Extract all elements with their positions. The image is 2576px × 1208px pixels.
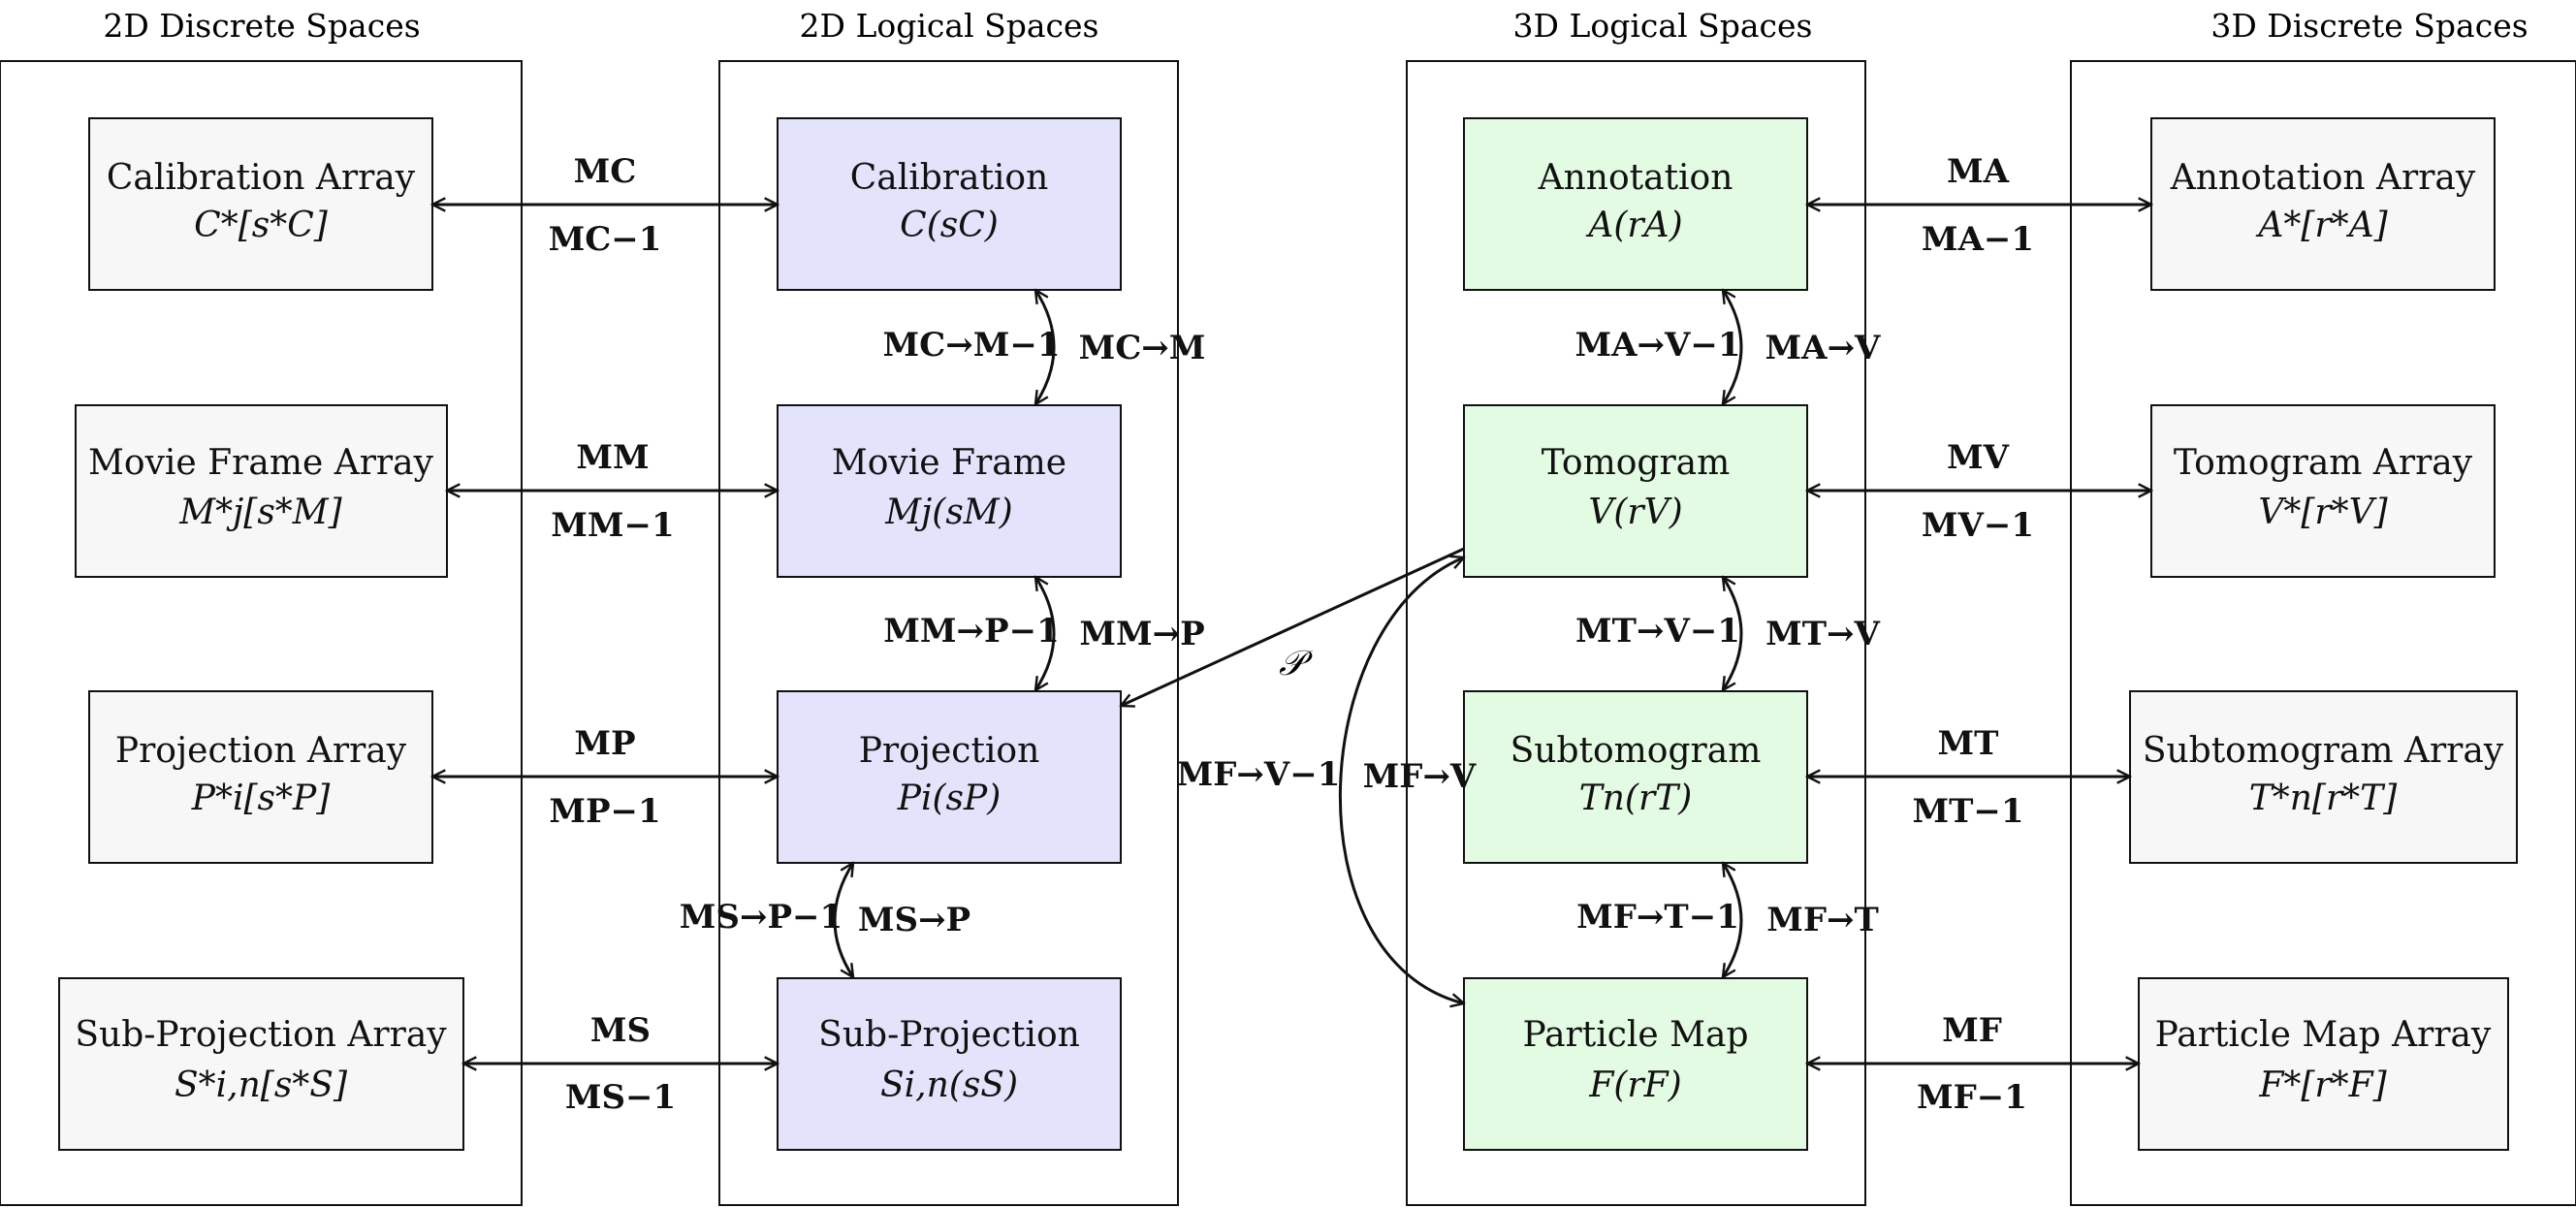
tomogram-math: V(rV) [1588, 493, 1682, 532]
label-mft-inv: MF→T−1 [1576, 898, 1739, 937]
column-frame-2d-logical [718, 60, 1179, 1206]
label-ms-inv: MS−1 [565, 1078, 676, 1117]
projection-array-box [88, 690, 433, 864]
subtomogram-array-name: Subtomogram Array [2143, 731, 2504, 771]
subtomogram-name: Subtomogram [1511, 731, 1762, 771]
movie-frame-math: Mj(sM) [884, 493, 1012, 532]
label-mv: MV [1947, 438, 2010, 477]
column-frame-3d-discrete [2070, 60, 2576, 1206]
label-mtv: MT→V [1765, 615, 1880, 653]
arrow-subtomogram-particle [1723, 863, 1743, 977]
label-mft: MF→T [1766, 901, 1879, 939]
movie-frame-box [777, 404, 1122, 578]
label-mmp-inv: MM→P−1 [883, 612, 1059, 651]
column-title-2d-discrete: 2D Discrete Spaces [103, 7, 420, 45]
column-frame-3d-logical [1406, 60, 1866, 1206]
movie-frame-array-name: Movie Frame Array [88, 443, 434, 483]
annotation-array-name: Annotation Array [2170, 158, 2476, 198]
label-mm: MM [576, 438, 649, 477]
label-mm-inv: MM−1 [551, 506, 674, 545]
label-msp: MS→P [858, 901, 970, 939]
label-mp: MP [574, 724, 635, 763]
particle-map-array-math: F*[r*F] [2258, 1065, 2387, 1105]
particle-map-box [1463, 977, 1808, 1151]
sub-projection-array-name: Sub-Projection Array [75, 1015, 447, 1055]
subtomogram-math: Tn(rT) [1579, 779, 1693, 818]
particle-map-array-name: Particle Map Array [2155, 1015, 2492, 1055]
sub-projection-array-math: S*i,n[s*S] [175, 1065, 348, 1105]
tomogram-box [1463, 404, 1808, 578]
arrow-particle-tomogram [1338, 557, 1464, 1003]
column-title-3d-discrete: 3D Discrete Spaces [2210, 7, 2528, 45]
label-mf: MF [1942, 1011, 2002, 1050]
annotation-array-math: A*[r*A] [2255, 206, 2388, 245]
label-mcm: MC→M [1079, 329, 1206, 367]
particle-map-math: F(rF) [1588, 1065, 1681, 1105]
particle-map-name: Particle Map [1522, 1015, 1748, 1055]
label-mcm-inv: MC→M−1 [883, 326, 1061, 365]
arrow-subprojection-projection [833, 863, 853, 977]
arrow-projection-operator [1121, 547, 1465, 706]
label-mtv-inv: MT→V−1 [1575, 612, 1740, 651]
projection-box [777, 690, 1122, 864]
annotation-name: Annotation [1538, 158, 1733, 198]
sub-projection-math: Si,n(sS) [880, 1065, 1018, 1105]
label-ma: MA [1947, 152, 2010, 191]
label-msp-inv: MS→P−1 [680, 898, 843, 937]
movie-frame-array-box [75, 404, 448, 578]
projection-array-name: Projection Array [115, 731, 407, 771]
column-title-2d-logical: 2D Logical Spaces [800, 7, 1099, 45]
arrow-calibration-movie [1035, 290, 1056, 404]
label-ms: MS [590, 1011, 651, 1050]
arrow-tomogram-subtomogram [1723, 577, 1743, 690]
calibration-math: C(sC) [900, 206, 999, 245]
annotation-math: A(rA) [1585, 206, 1682, 245]
label-mfv-inv: MF→V−1 [1177, 755, 1341, 794]
annotation-box [1463, 117, 1808, 291]
column-title-3d-logical: 3D Logical Spaces [1513, 7, 1813, 45]
label-mf-inv: MF−1 [1917, 1078, 2027, 1117]
subtomogram-box [1463, 690, 1808, 864]
particle-map-array-box [2138, 977, 2509, 1151]
calibration-name: Calibration [850, 158, 1049, 198]
sub-projection-name: Sub-Projection [818, 1015, 1080, 1055]
label-ma-inv: MA−1 [1922, 220, 2034, 259]
calibration-box [777, 117, 1122, 291]
column-frame-2d-discrete [0, 60, 523, 1206]
arrow-annotation-tomogram [1723, 290, 1743, 404]
label-mfv: MF→V [1363, 757, 1477, 796]
subtomogram-array-box [2129, 690, 2518, 864]
projection-array-math: P*i[s*P] [191, 779, 331, 818]
movie-frame-name: Movie Frame [832, 443, 1066, 483]
subtomogram-array-math: T*n[r*T] [2249, 779, 2398, 818]
label-mav-inv: MA→V−1 [1574, 326, 1740, 365]
label-mmp: MM→P [1079, 615, 1204, 653]
calibration-array-math: C*[s*C] [194, 206, 329, 245]
calibration-array-box [88, 117, 433, 291]
tomogram-array-box [2150, 404, 2496, 578]
label-mp-inv: MP−1 [549, 792, 660, 831]
tomogram-name: Tomogram [1542, 443, 1731, 483]
annotation-array-box [2150, 117, 2496, 291]
tomogram-array-math: V*[r*V] [2258, 493, 2388, 532]
label-mt: MT [1938, 724, 1999, 763]
label-mt-inv: MT−1 [1912, 792, 2023, 831]
label-mc: MC [574, 152, 637, 191]
projection-name: Projection [859, 731, 1040, 771]
calibration-array-name: Calibration Array [107, 158, 416, 198]
label-mc-inv: MC−1 [549, 220, 662, 259]
label-mv-inv: MV−1 [1922, 506, 2034, 545]
sub-projection-array-box [58, 977, 464, 1151]
label-mav: MA→V [1765, 329, 1882, 367]
movie-frame-array-math: M*j[s*M] [178, 493, 342, 532]
tomogram-array-name: Tomogram Array [2174, 443, 2473, 483]
sub-projection-box [777, 977, 1122, 1151]
label-projection-operator: 𝒫 [1279, 644, 1314, 683]
projection-math: Pi(sP) [897, 779, 1002, 818]
arrow-movie-projection [1035, 577, 1056, 690]
